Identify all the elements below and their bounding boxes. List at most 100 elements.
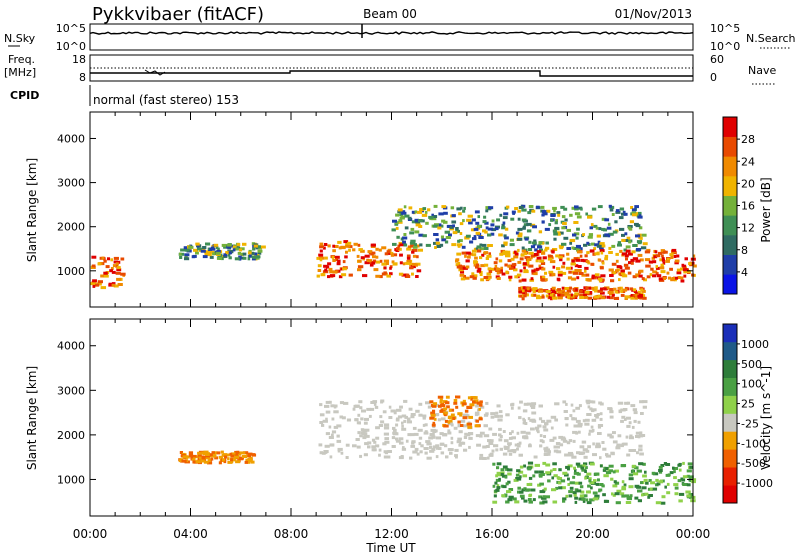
echo-cell [533, 455, 538, 459]
echo-cell [464, 236, 470, 240]
echo-cell [487, 244, 491, 247]
echo-cell [656, 482, 661, 486]
echo-cell [613, 297, 619, 300]
echo-cell [640, 412, 644, 415]
echo-cell [458, 212, 462, 216]
colorbar-tick-label: -100 [741, 437, 766, 450]
echo-cell [500, 468, 505, 472]
echo-cell [545, 294, 551, 298]
echo-cell [623, 248, 627, 252]
echo-cell [680, 276, 684, 280]
echo-cell [455, 405, 459, 409]
echo-cell [366, 407, 371, 411]
echo-cell [526, 260, 530, 264]
echo-cell [472, 276, 477, 280]
echo-cell [569, 486, 574, 490]
echo-cell [415, 275, 419, 278]
echo-cell [488, 252, 492, 256]
echo-cell [470, 228, 476, 232]
echo-cell [431, 435, 436, 439]
echo-cell [554, 418, 559, 422]
echo-cell [488, 270, 493, 273]
echo-cell [404, 226, 409, 230]
echo-cell [422, 414, 427, 418]
echo-cell [435, 238, 440, 242]
echo-cell [466, 218, 472, 222]
echo-cell [620, 271, 625, 275]
echo-cell [483, 247, 489, 250]
echo-cell [444, 411, 448, 415]
echo-cell [247, 257, 251, 261]
echo-cell [641, 434, 646, 437]
echo-cell [485, 257, 490, 260]
echo-cell [241, 455, 247, 458]
echo-cell [496, 404, 501, 408]
echo-cell [455, 227, 459, 230]
echo-cell [596, 234, 602, 238]
echo-cell [541, 213, 545, 217]
echo-cell [512, 497, 517, 501]
echo-cell [453, 399, 458, 402]
echo-cell [523, 223, 529, 227]
echo-cell [649, 273, 653, 277]
echo-cell [460, 277, 466, 281]
echo-cell [451, 243, 457, 247]
echo-cell [680, 267, 683, 271]
echo-cell [448, 233, 452, 237]
echo-cell [604, 286, 610, 290]
echo-cell [408, 407, 413, 411]
echo-cell [508, 278, 512, 282]
echo-cell [577, 464, 583, 468]
echo-cell [501, 474, 508, 478]
echo-cell [588, 477, 592, 481]
echo-cell [486, 275, 492, 279]
echo-cell [247, 251, 252, 255]
echo-cell [531, 402, 537, 406]
echo-cell [454, 448, 459, 452]
echo-cell [321, 423, 325, 427]
echo-cell [333, 405, 337, 409]
echo-cell [418, 442, 422, 446]
echo-cell [425, 243, 431, 247]
echo-cell [100, 274, 104, 278]
echo-cell [431, 404, 437, 408]
echo-cell [585, 498, 589, 502]
echo-cell [469, 240, 474, 244]
echo-cell [441, 205, 447, 209]
echo-cell [642, 296, 647, 300]
echo-cell [638, 269, 644, 273]
echo-cell [509, 266, 514, 270]
echo-cell [535, 259, 539, 263]
echo-cell [596, 244, 602, 248]
echo-cell [240, 256, 245, 260]
echo-cell [95, 283, 100, 287]
echo-cell [557, 296, 563, 300]
echo-cell [410, 413, 416, 416]
echo-cell [426, 456, 432, 460]
echo-cell [566, 228, 572, 232]
echo-cell [674, 492, 679, 496]
echo-cell [539, 434, 543, 438]
echo-cell [528, 494, 532, 498]
echo-cell [464, 276, 470, 280]
echo-cell [319, 242, 324, 246]
echo-cell [608, 268, 614, 272]
echo-cell [92, 284, 96, 288]
echo-cell [525, 431, 531, 435]
echo-cell [223, 253, 228, 257]
echo-cell [567, 451, 574, 455]
echo-cell [348, 245, 353, 249]
echo-cell [615, 252, 619, 256]
echo-cell [576, 256, 580, 260]
echo-cell [433, 417, 437, 421]
echo-cell [352, 248, 356, 252]
echo-cell [227, 457, 230, 461]
echo-cell [543, 487, 547, 491]
echo-cell [634, 466, 639, 470]
echo-cell [517, 217, 521, 221]
echo-cell [487, 267, 492, 271]
echo-cell [538, 289, 544, 293]
echo-cell [403, 205, 407, 209]
echo-cell [360, 417, 364, 421]
echo-cell [593, 295, 600, 299]
